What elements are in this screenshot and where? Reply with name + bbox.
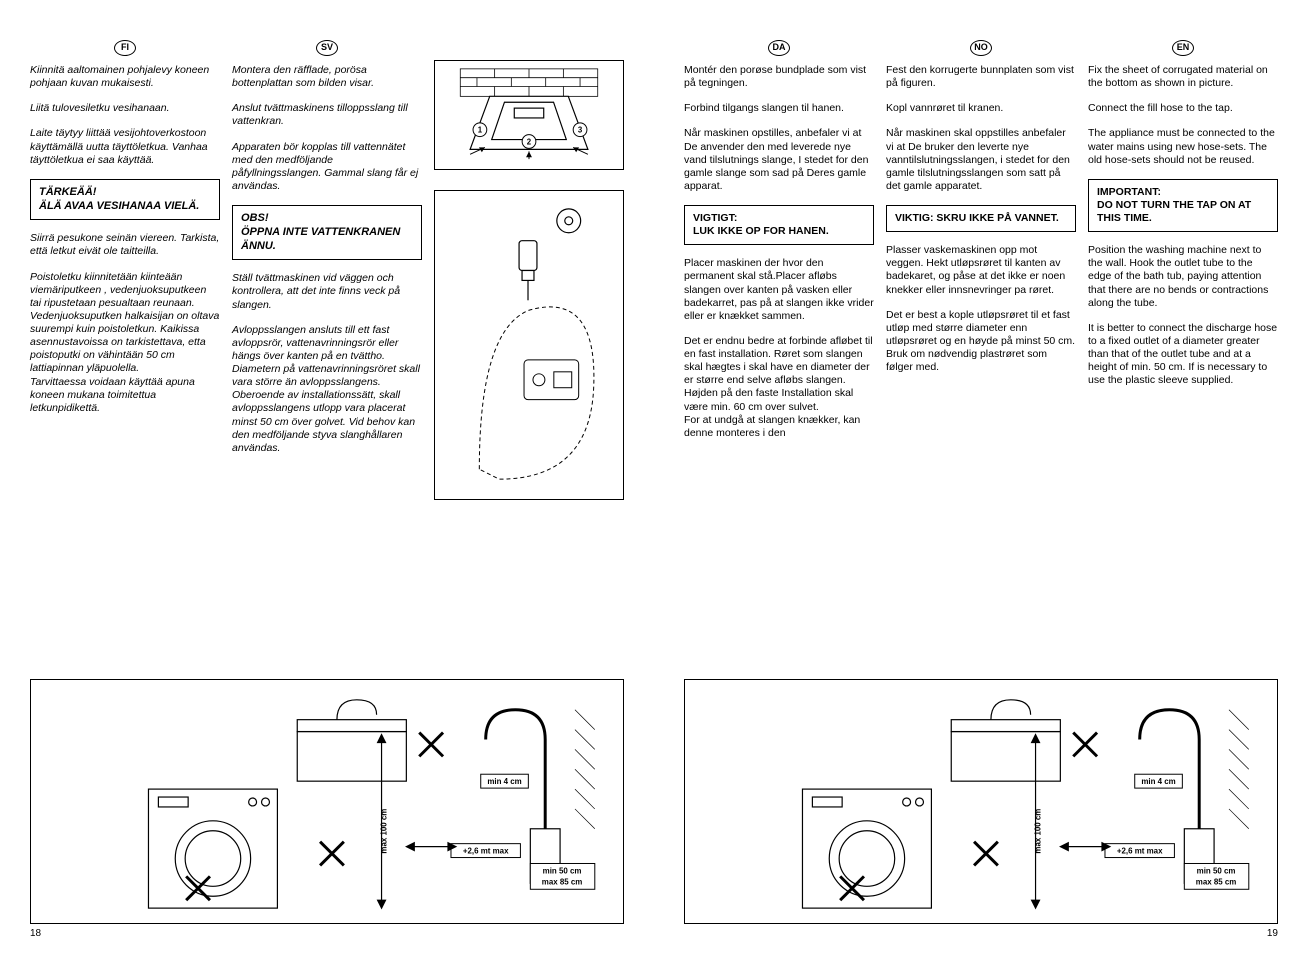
lang-badge-en: EN <box>1172 40 1194 56</box>
no-p2: Kopl vannrøret til kranen. <box>886 102 1076 115</box>
lang-badge-fi: FI <box>114 40 136 56</box>
sv-p1: Montera den räfflade, porösa bottenplatt… <box>232 64 422 90</box>
no-p1: Fest den korrugerte bunnplaten som vist … <box>886 64 1076 90</box>
svg-text:max 85 cm: max 85 cm <box>542 877 583 886</box>
col-da: DA Montér den porøse bundplade som vist … <box>684 40 874 669</box>
svg-text:max 85 cm: max 85 cm <box>1196 877 1237 886</box>
lang-badge-da: DA <box>768 40 790 56</box>
da-p4: Placer maskinen der hvor den permanent s… <box>684 257 874 323</box>
lang-badge-no: NO <box>970 40 992 56</box>
sv-p5: Avloppsslangen ansluts till ett fast avl… <box>232 324 422 455</box>
en-p4: Position the washing machine next to the… <box>1088 244 1278 310</box>
da-p3: Når maskinen opstilles, anbefaler vi at … <box>684 127 874 193</box>
col-no: NO Fest den korrugerte bunnplaten som vi… <box>886 40 1076 669</box>
svg-text:min 50 cm: min 50 cm <box>1197 866 1236 875</box>
svg-text:2: 2 <box>527 137 532 146</box>
svg-text:max 100 cm: max 100 cm <box>1034 809 1043 854</box>
col-sv: SV Montera den räfflade, porösa bottenpl… <box>232 40 422 669</box>
svg-text:min 50 cm: min 50 cm <box>543 866 582 875</box>
svg-text:min 4 cm: min 4 cm <box>487 777 521 786</box>
lang-badge-sv: SV <box>316 40 338 56</box>
svg-text:+2,6 mt max: +2,6 mt max <box>1117 847 1163 856</box>
col-fi: FI Kiinnitä aaltomainen pohjalevy koneen… <box>30 40 220 669</box>
fi-p3: Laite täytyy liittää vesijohtoverkostoon… <box>30 127 220 166</box>
fi-box: TÄRKEÄÄ! ÄLÄ AVAA VESIHANAA VIELÄ. <box>30 179 220 221</box>
installation-diagram-right: min 4 cm max 100 cm +2,6 mt max min 50 c… <box>685 680 1277 923</box>
en-p3: The appliance must be connected to the w… <box>1088 127 1278 166</box>
installation-diagram-left: min 4 cm max 100 cm +2,6 mt max min 50 c… <box>31 680 623 923</box>
da-box: VIGTIGT: LUK IKKE OP FOR HANEN. <box>684 205 874 245</box>
no-p5: Det er best a kople utløpsrøret til et f… <box>886 309 1076 375</box>
page-left-content: FI Kiinnitä aaltomainen pohjalevy koneen… <box>30 40 624 669</box>
en-p2: Connect the fill hose to the tap. <box>1088 102 1278 115</box>
page-right: DA Montér den porøse bundplade som vist … <box>654 0 1308 954</box>
no-p4: Plasser vaskemaskinen opp mot veggen. He… <box>886 244 1076 297</box>
fi-p2: Liitä tulovesiletku vesihanaan. <box>30 102 220 115</box>
sv-p4: Ställ tvättmaskinen vid väggen och kontr… <box>232 272 422 311</box>
en-box: IMPORTANT: DO NOT TURN THE TAP ON AT THI… <box>1088 179 1278 232</box>
da-p1: Montér den porøse bundplade som vist på … <box>684 64 874 90</box>
en-p1: Fix the sheet of corrugated material on … <box>1088 64 1278 90</box>
da-p5: Det er endnu bedre at forbinde afløbet t… <box>684 335 874 440</box>
svg-text:min 4 cm: min 4 cm <box>1141 777 1175 786</box>
right-bottom-diagram: min 4 cm max 100 cm +2,6 mt max min 50 c… <box>684 679 1278 924</box>
col-en: EN Fix the sheet of corrugated material … <box>1088 40 1278 669</box>
page-num-right: 19 <box>1267 928 1278 939</box>
page-right-content: DA Montér den porøse bundplade som vist … <box>684 40 1278 669</box>
page-left: FI Kiinnitä aaltomainen pohjalevy koneen… <box>0 0 654 954</box>
en-p5: It is better to connect the discharge ho… <box>1088 322 1278 388</box>
no-box: VIKTIG: SKRU IKKE PÅ VANNET. <box>886 205 1076 232</box>
no-p3: Når maskinen skal oppstilles anbefaler v… <box>886 127 1076 193</box>
fi-p5: Poistoletku kiinnitetään kiinteään viemä… <box>30 271 220 415</box>
svg-text:1: 1 <box>478 126 483 135</box>
svg-text:3: 3 <box>578 126 583 135</box>
sv-p3: Apparaten bör kopplas till vattennätet m… <box>232 141 422 194</box>
svg-text:+2,6 mt max: +2,6 mt max <box>463 847 509 856</box>
hose-diagram-box <box>434 190 624 500</box>
fi-p4: Siirrä pesukone seinän viereen. Tarkista… <box>30 232 220 258</box>
sv-box: OBS! ÖPPNA INTE VATTENKRANEN ÄNNU. <box>232 205 422 260</box>
left-bottom-diagram: min 4 cm max 100 cm +2,6 mt max min 50 c… <box>30 679 624 924</box>
washer-back-diagram: 1 2 3 <box>435 61 623 169</box>
top-diagram-box: 1 2 3 <box>434 60 624 170</box>
da-p2: Forbind tilgangs slangen til hanen. <box>684 102 874 115</box>
hose-diagram <box>435 191 623 499</box>
svg-text:max 100 cm: max 100 cm <box>380 809 389 854</box>
sv-p2: Anslut tvättmaskinens tilloppsslang till… <box>232 102 422 128</box>
page-num-left: 18 <box>30 928 41 939</box>
left-diagram-col: 1 2 3 <box>434 40 624 669</box>
fi-p1: Kiinnitä aaltomainen pohjalevy koneen po… <box>30 64 220 90</box>
